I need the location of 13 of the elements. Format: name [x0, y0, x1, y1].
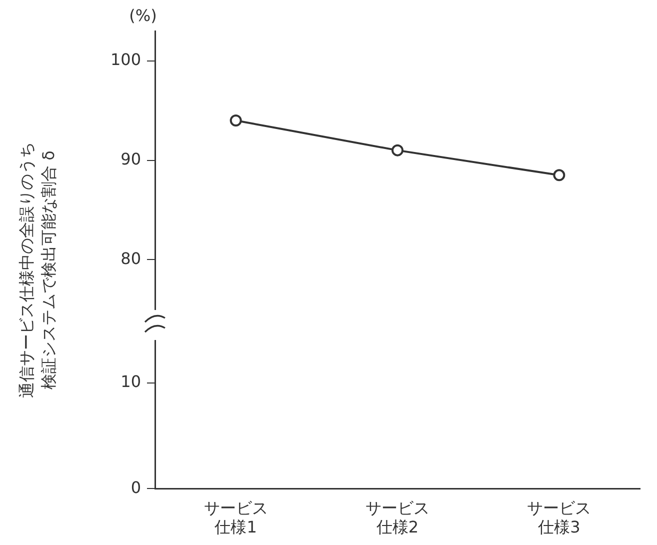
point	[230, 114, 242, 126]
x-tick-label: サービス仕様2	[366, 498, 430, 537]
y-tick-label: 80	[120, 248, 141, 268]
y-tick-label: 0	[130, 478, 141, 497]
y-tick-label: 10	[120, 372, 141, 392]
y-tick-label: 100	[110, 50, 141, 69]
y-tick-label: 90	[120, 149, 141, 168]
x-tick-label: サービス仕様3	[527, 498, 592, 537]
text: (%)	[129, 6, 157, 26]
y-axis-title: 通信サービス仕様中の全誤りのうち検証システムで検出可能な割合 δ	[16, 142, 59, 398]
point	[553, 169, 566, 182]
point	[392, 144, 404, 156]
x-tick-label: サービス仕様1	[204, 498, 268, 537]
